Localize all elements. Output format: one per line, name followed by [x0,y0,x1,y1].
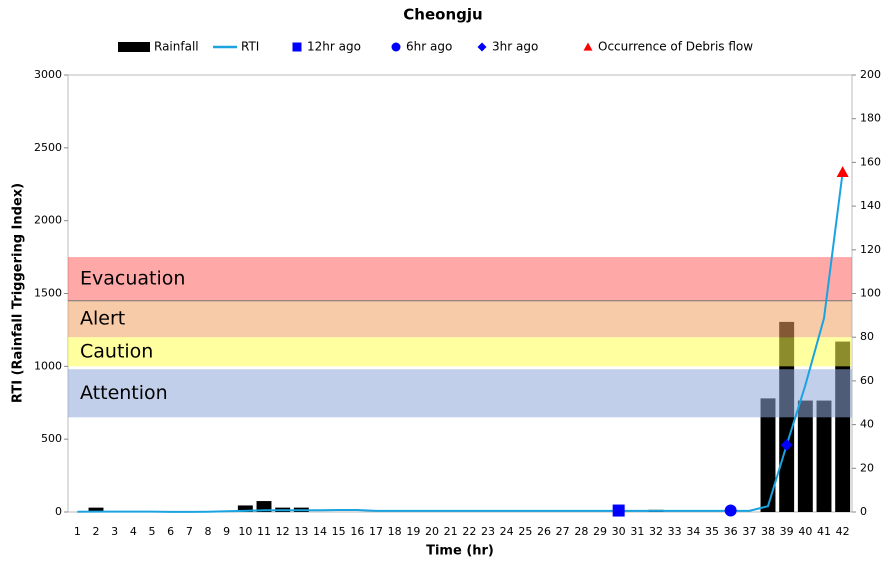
y2-tick-label: 180 [860,112,881,125]
x-tick-label: 27 [556,525,570,538]
x-tick-label: 20 [425,525,439,538]
x-tick-label: 41 [817,525,831,538]
x-tick-label: 6 [167,525,174,538]
x-tick-label: 32 [649,525,663,538]
x-tick-label: 42 [836,525,850,538]
x-tick-label: 15 [332,525,346,538]
y-tick-label: 1500 [34,287,62,300]
y2-tick-label: 120 [860,243,881,256]
x-tick-label: 11 [257,525,271,538]
x-tick-label: 8 [205,525,212,538]
rainfall-bar [256,501,272,512]
rainfall-bar [237,505,253,512]
rainfall-bar [835,341,851,512]
x-tick-label: 34 [686,525,700,538]
x-tick-label: 36 [724,525,738,538]
marker [836,166,849,177]
y2-tick-label: 200 [860,68,881,81]
x-tick-label: 26 [537,525,551,538]
y-tick-label: 2000 [34,214,62,227]
x-tick-label: 25 [518,525,532,538]
y2-tick-label: 20 [860,461,874,474]
x-tick-label: 31 [630,525,644,538]
marker [724,504,737,517]
x-tick-label: 7 [186,525,193,538]
x-tick-label: 23 [481,525,495,538]
legend-label: 12hr ago [307,40,361,54]
x-tick-label: 38 [761,525,775,538]
threshold-band [68,369,852,418]
marker [612,504,625,517]
y2-tick-label: 40 [860,418,874,431]
x-tick-label: 12 [276,525,290,538]
x-tick-label: 40 [798,525,812,538]
legend-swatch [583,42,593,51]
y2-tick-label: 140 [860,199,881,212]
band-label: Attention [80,382,168,404]
x-tick-label: 13 [294,525,308,538]
legend-label: RTI [241,40,259,54]
marker [780,438,793,451]
rainfall-bar [760,398,776,512]
y-tick-label: 3000 [34,68,62,81]
x-tick-label: 30 [612,525,626,538]
x-tick-label: 19 [406,525,420,538]
x-tick-label: 16 [350,525,364,538]
rainfall-bar [797,400,813,512]
x-tick-label: 10 [238,525,252,538]
legend-swatch [477,42,487,52]
rainfall-bar [88,507,104,512]
x-tick-label: 35 [705,525,719,538]
band-label: Evacuation [80,267,185,289]
y2-tick-label: 160 [860,155,881,168]
x-axis-title: Time (hr) [426,544,494,559]
legend-swatch [118,42,150,52]
legend-label: 3hr ago [492,40,538,54]
band-label: Caution [80,340,153,362]
threshold-band [68,300,852,338]
x-tick-label: 3 [111,525,118,538]
rti-line [77,172,844,513]
rainfall-bar [816,400,832,512]
y2-tick-label: 60 [860,374,874,387]
y-tick-label: 500 [41,432,62,445]
legend-swatch [292,42,302,52]
y-axis-title: RTI (Rainfall Triggering Index) [11,183,26,403]
x-tick-label: 4 [130,525,137,538]
y2-tick-label: 80 [860,330,874,343]
y-tick-label: 1000 [34,359,62,372]
x-tick-label: 17 [369,525,383,538]
y2-tick-label: 100 [860,287,881,300]
x-tick-label: 39 [780,525,794,538]
legend-swatch [391,42,401,52]
legend-label: Occurrence of Debris flow [598,40,753,54]
x-tick-label: 29 [593,525,607,538]
x-tick-label: 2 [93,525,100,538]
threshold-band [68,337,852,367]
band-label: Alert [80,307,125,329]
x-tick-label: 5 [149,525,156,538]
y-tick-label: 0 [55,505,62,518]
x-tick-label: 21 [444,525,458,538]
y-tick-label: 2500 [34,141,62,154]
x-tick-label: 24 [500,525,514,538]
chart-title: Cheongju [403,6,482,24]
x-tick-label: 1 [74,525,81,538]
x-tick-label: 14 [313,525,327,538]
x-tick-label: 33 [668,525,682,538]
x-tick-label: 28 [574,525,588,538]
legend-label: Rainfall [154,40,199,54]
x-tick-label: 22 [462,525,476,538]
threshold-band [68,257,852,301]
y2-tick-label: 0 [860,505,867,518]
x-tick-label: 9 [223,525,230,538]
x-tick-label: 37 [742,525,756,538]
x-tick-label: 18 [388,525,402,538]
legend-label: 6hr ago [406,40,452,54]
